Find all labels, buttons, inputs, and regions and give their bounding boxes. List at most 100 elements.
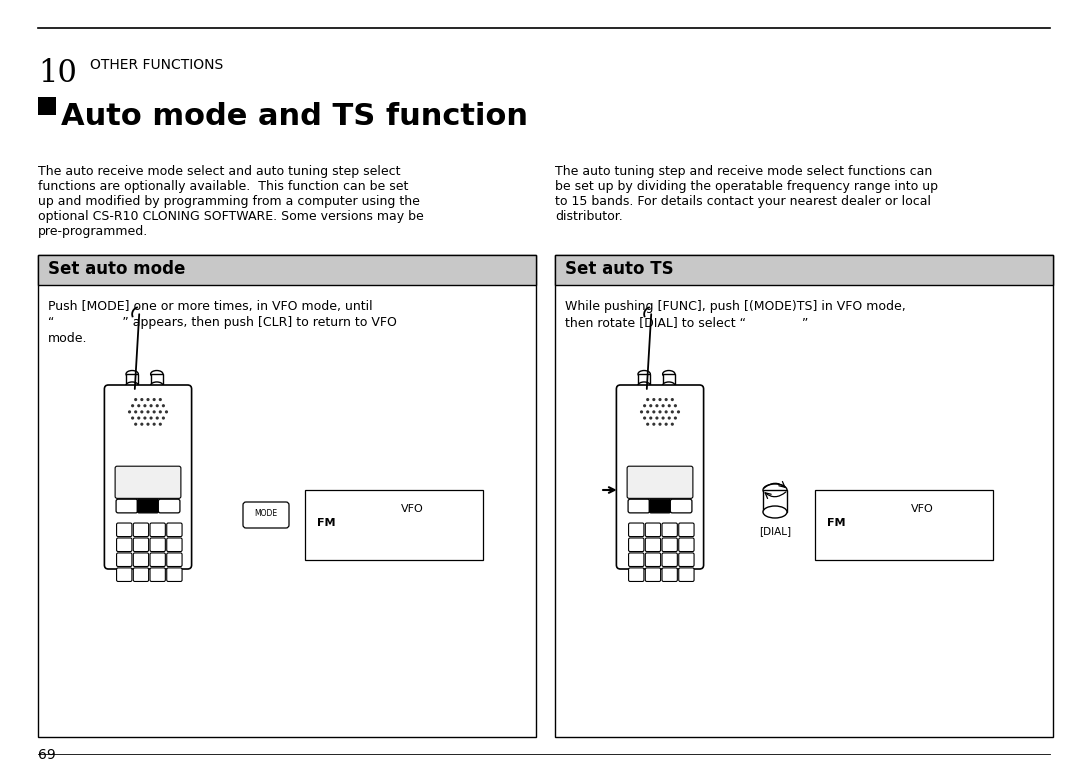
FancyBboxPatch shape bbox=[166, 538, 183, 552]
Circle shape bbox=[149, 404, 152, 408]
Circle shape bbox=[140, 423, 144, 426]
Circle shape bbox=[667, 404, 671, 408]
Circle shape bbox=[646, 423, 649, 426]
FancyBboxPatch shape bbox=[150, 568, 165, 581]
Circle shape bbox=[140, 410, 144, 414]
Circle shape bbox=[131, 404, 134, 408]
Circle shape bbox=[156, 404, 159, 408]
Text: to 15 bands. For details contact your nearest dealer or local: to 15 bands. For details contact your ne… bbox=[555, 195, 931, 208]
FancyBboxPatch shape bbox=[646, 553, 661, 566]
Text: Set auto mode: Set auto mode bbox=[48, 260, 186, 278]
Text: functions are optionally available.  This function can be set: functions are optionally available. This… bbox=[38, 180, 408, 193]
FancyBboxPatch shape bbox=[662, 523, 677, 536]
FancyBboxPatch shape bbox=[678, 523, 694, 536]
Ellipse shape bbox=[638, 382, 650, 389]
Circle shape bbox=[659, 423, 662, 426]
FancyBboxPatch shape bbox=[116, 499, 137, 513]
FancyBboxPatch shape bbox=[678, 538, 694, 552]
FancyBboxPatch shape bbox=[133, 553, 149, 566]
Circle shape bbox=[649, 404, 652, 408]
Text: The auto tuning step and receive mode select functions can: The auto tuning step and receive mode se… bbox=[555, 165, 932, 178]
Circle shape bbox=[664, 423, 667, 426]
Ellipse shape bbox=[663, 370, 675, 377]
Bar bbox=[555, 255, 1053, 737]
Ellipse shape bbox=[762, 506, 787, 518]
FancyBboxPatch shape bbox=[117, 523, 132, 536]
Circle shape bbox=[674, 417, 677, 420]
Circle shape bbox=[134, 410, 137, 414]
Text: VFO: VFO bbox=[910, 504, 933, 514]
FancyBboxPatch shape bbox=[646, 523, 661, 536]
FancyBboxPatch shape bbox=[629, 568, 644, 581]
FancyBboxPatch shape bbox=[150, 523, 165, 536]
Bar bbox=[38, 255, 536, 737]
FancyBboxPatch shape bbox=[649, 499, 671, 513]
Text: OTHER FUNCTIONS: OTHER FUNCTIONS bbox=[90, 58, 224, 72]
Bar bbox=[555, 255, 1053, 285]
Text: optional CS-R10 CLONING SOFTWARE. Some versions may be: optional CS-R10 CLONING SOFTWARE. Some v… bbox=[38, 210, 423, 223]
Bar bbox=[638, 374, 650, 386]
FancyBboxPatch shape bbox=[678, 553, 694, 566]
Circle shape bbox=[156, 417, 159, 420]
Bar bbox=[815, 490, 993, 560]
Circle shape bbox=[656, 404, 659, 408]
Text: 10: 10 bbox=[38, 58, 77, 89]
Circle shape bbox=[649, 417, 652, 420]
Circle shape bbox=[149, 417, 152, 420]
Circle shape bbox=[664, 398, 667, 401]
Bar bbox=[762, 490, 787, 512]
FancyBboxPatch shape bbox=[137, 499, 159, 513]
FancyBboxPatch shape bbox=[662, 538, 677, 552]
FancyBboxPatch shape bbox=[150, 538, 165, 552]
Text: Set auto TS: Set auto TS bbox=[565, 260, 674, 278]
FancyBboxPatch shape bbox=[671, 499, 692, 513]
FancyBboxPatch shape bbox=[662, 553, 677, 566]
Circle shape bbox=[671, 410, 674, 414]
Circle shape bbox=[162, 404, 165, 408]
Circle shape bbox=[162, 417, 165, 420]
FancyBboxPatch shape bbox=[117, 538, 132, 552]
Ellipse shape bbox=[126, 370, 138, 377]
Text: 69: 69 bbox=[38, 748, 56, 762]
FancyBboxPatch shape bbox=[629, 538, 644, 552]
Circle shape bbox=[656, 417, 659, 420]
FancyBboxPatch shape bbox=[627, 466, 693, 498]
Circle shape bbox=[147, 423, 150, 426]
FancyBboxPatch shape bbox=[646, 568, 661, 581]
Text: up and modified by programming from a computer using the: up and modified by programming from a co… bbox=[38, 195, 420, 208]
Circle shape bbox=[159, 410, 162, 414]
Text: FM: FM bbox=[827, 518, 846, 528]
Text: Auto mode and TS function: Auto mode and TS function bbox=[60, 102, 528, 131]
FancyBboxPatch shape bbox=[662, 568, 677, 581]
Circle shape bbox=[152, 423, 156, 426]
Circle shape bbox=[661, 404, 664, 408]
Circle shape bbox=[134, 423, 137, 426]
Circle shape bbox=[646, 398, 649, 401]
FancyBboxPatch shape bbox=[133, 538, 149, 552]
Circle shape bbox=[646, 410, 649, 414]
FancyBboxPatch shape bbox=[150, 553, 165, 566]
Circle shape bbox=[667, 417, 671, 420]
FancyBboxPatch shape bbox=[678, 568, 694, 581]
FancyBboxPatch shape bbox=[116, 466, 180, 498]
Circle shape bbox=[677, 410, 680, 414]
Circle shape bbox=[652, 410, 656, 414]
Ellipse shape bbox=[126, 382, 138, 389]
Ellipse shape bbox=[663, 382, 675, 389]
Circle shape bbox=[671, 423, 674, 426]
FancyBboxPatch shape bbox=[243, 502, 289, 528]
Text: then rotate [DIAL] to select “              ”: then rotate [DIAL] to select “ ” bbox=[565, 316, 808, 329]
FancyBboxPatch shape bbox=[117, 553, 132, 566]
Bar bbox=[663, 374, 675, 386]
Bar bbox=[150, 374, 163, 386]
Circle shape bbox=[671, 398, 674, 401]
Circle shape bbox=[664, 410, 667, 414]
FancyBboxPatch shape bbox=[646, 538, 661, 552]
Text: mode.: mode. bbox=[48, 332, 87, 345]
FancyBboxPatch shape bbox=[117, 568, 132, 581]
Circle shape bbox=[640, 410, 643, 414]
Circle shape bbox=[659, 410, 662, 414]
FancyBboxPatch shape bbox=[166, 568, 183, 581]
Circle shape bbox=[134, 398, 137, 401]
Circle shape bbox=[674, 404, 677, 408]
